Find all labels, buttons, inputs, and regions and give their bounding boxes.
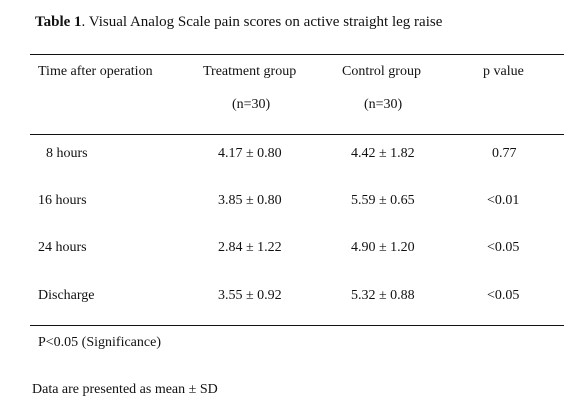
- row-time: 24 hours: [38, 240, 87, 255]
- row-time: 16 hours: [38, 193, 87, 208]
- header-control: Control group: [342, 64, 421, 79]
- table-label: Table 1: [35, 14, 82, 30]
- row-control: 5.32 ± 0.88: [351, 288, 415, 303]
- top-rule: [30, 54, 564, 55]
- data-presentation-note: Data are presented as mean ± SD: [32, 382, 218, 397]
- row-treatment: 3.85 ± 0.80: [218, 193, 282, 208]
- row-control: 5.59 ± 0.65: [351, 193, 415, 208]
- row-time: Discharge: [38, 288, 95, 303]
- row-time: 8 hours: [46, 146, 88, 161]
- row-control: 4.90 ± 1.20: [351, 240, 415, 255]
- row-treatment: 3.55 ± 0.92: [218, 288, 282, 303]
- header-p-value: p value: [483, 64, 524, 79]
- table-title: . Visual Analog Scale pain scores on act…: [81, 14, 443, 30]
- table-caption: Table 1. Visual Analog Scale pain scores…: [35, 14, 442, 31]
- row-p-value: <0.05: [487, 288, 520, 303]
- row-treatment: 4.17 ± 0.80: [218, 146, 282, 161]
- header-treatment: Treatment group: [203, 64, 297, 79]
- row-treatment: 2.84 ± 1.22: [218, 240, 282, 255]
- significance-footnote: P<0.05 (Significance): [38, 335, 161, 350]
- row-p-value: <0.01: [487, 193, 520, 208]
- header-control-n: (n=30): [364, 97, 403, 112]
- row-p-value: 0.77: [492, 146, 517, 161]
- row-p-value: <0.05: [487, 240, 520, 255]
- header-time: Time after operation: [38, 64, 153, 79]
- header-rule: [30, 134, 564, 135]
- row-control: 4.42 ± 1.82: [351, 146, 415, 161]
- bottom-rule: [30, 325, 564, 326]
- header-treatment-n: (n=30): [232, 97, 271, 112]
